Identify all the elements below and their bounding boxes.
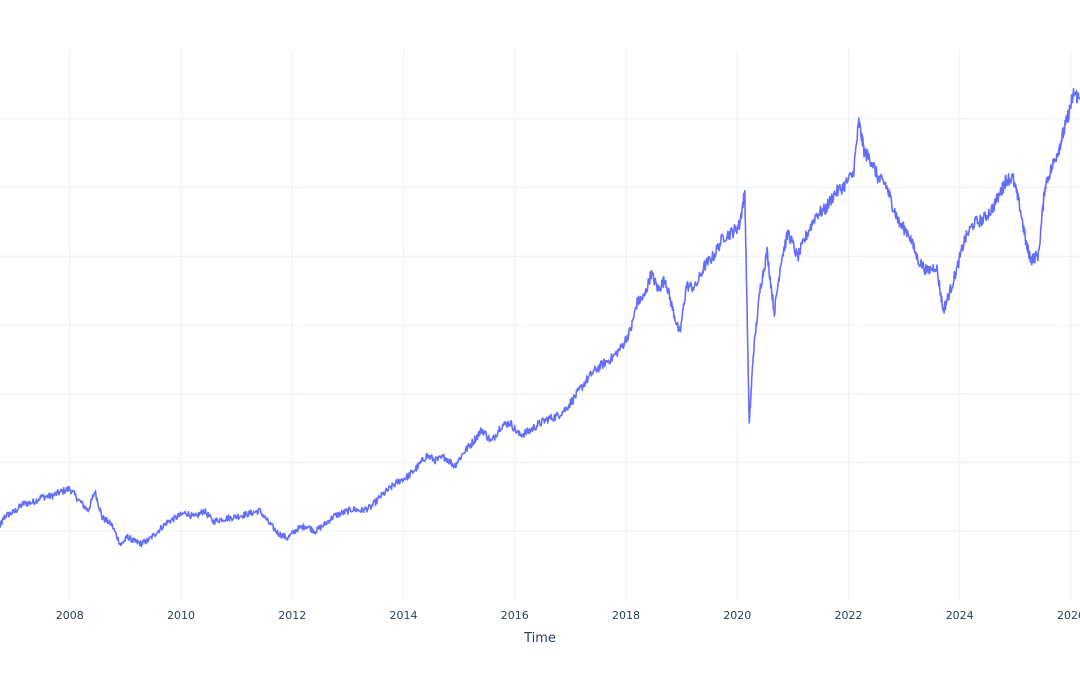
series-layer	[0, 87, 1080, 548]
series-line	[0, 87, 1080, 548]
x-tick-label: 2014	[390, 609, 418, 622]
x-tick-label: 2012	[278, 609, 306, 622]
grid-lines	[0, 50, 1080, 600]
x-tick-label: 2022	[835, 609, 863, 622]
x-tick-label: 2010	[167, 609, 195, 622]
x-tick-label: 2024	[946, 609, 974, 622]
x-tick-label: 2008	[56, 609, 84, 622]
x-tick-label: 2020	[723, 609, 751, 622]
x-tick-label: 2018	[612, 609, 640, 622]
x-axis-title: Time	[523, 631, 556, 646]
x-tick-labels: 2008 2010 2012 2014 2016 2018 2020 2022 2024 2026	[56, 609, 1080, 622]
x-tick-label: 2026	[1057, 609, 1080, 622]
x-tick-label: 2016	[501, 609, 529, 622]
